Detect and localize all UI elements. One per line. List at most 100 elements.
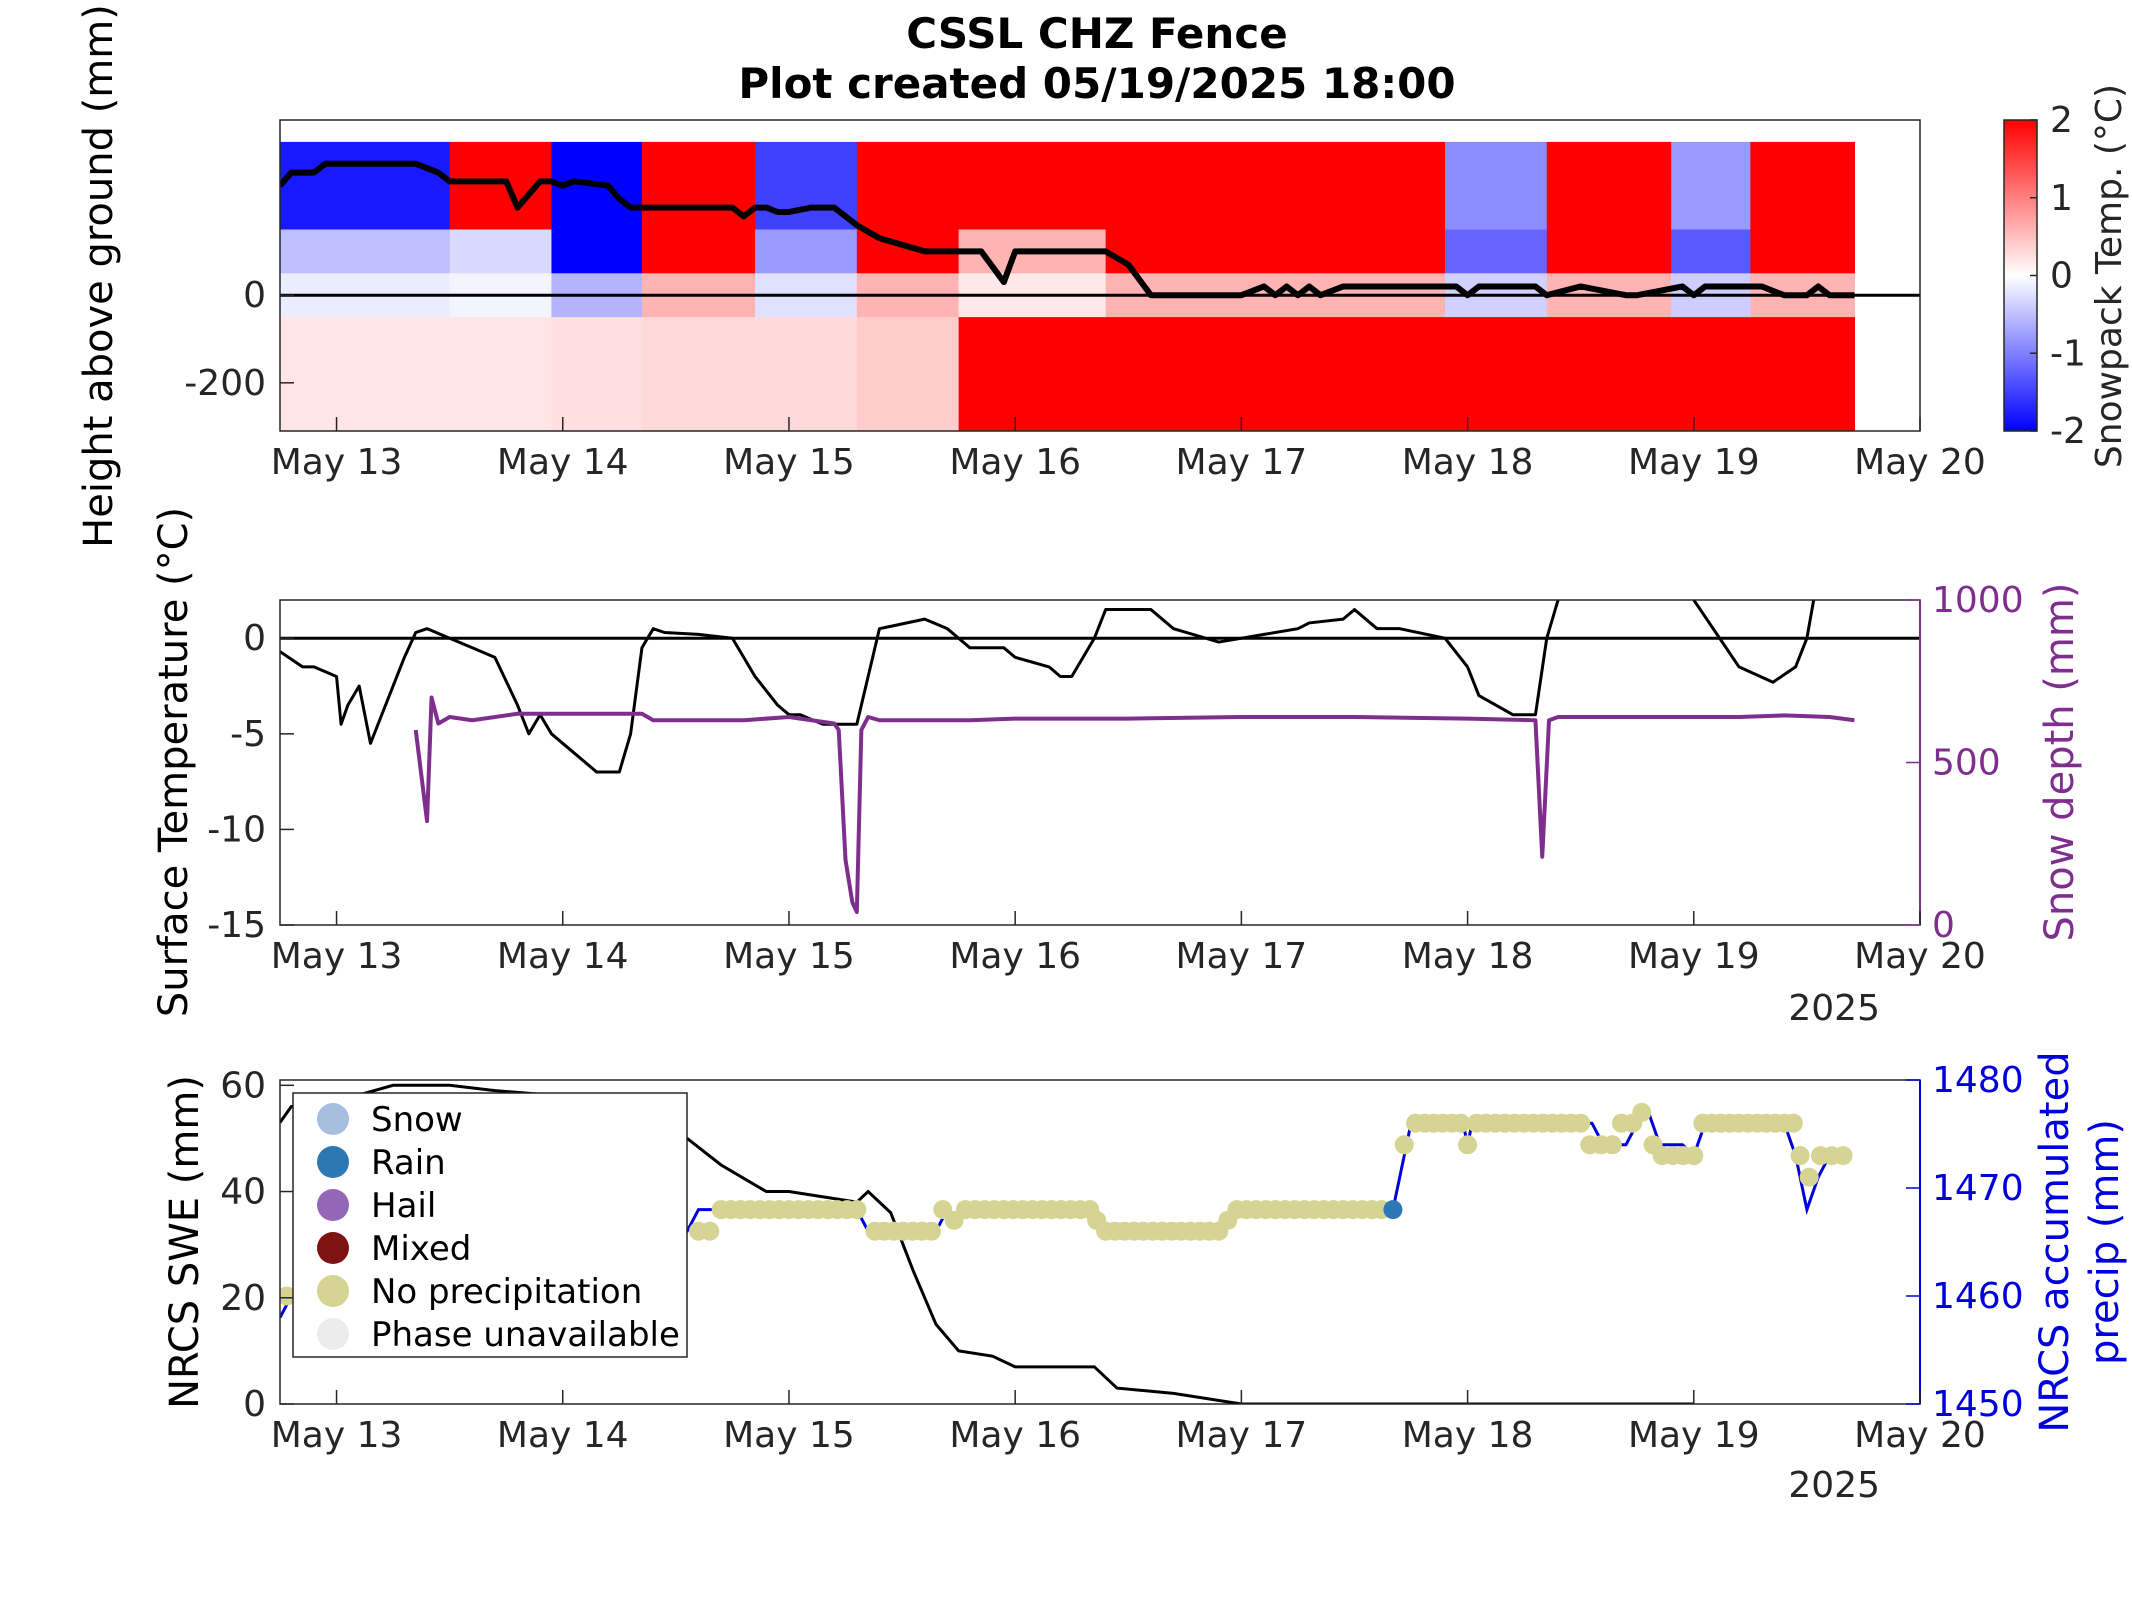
no-precip-point — [1783, 1113, 1803, 1133]
heatmap-cell — [1671, 229, 1751, 274]
heatmap-cell — [1671, 360, 1751, 406]
heatmap-cell — [1105, 360, 1390, 406]
y-tick-label: -15 — [207, 905, 266, 946]
y-tick-label: 0 — [243, 618, 266, 659]
x-tick-label: May 19 — [1628, 1415, 1760, 1456]
legend-label-rain: Rain — [371, 1143, 446, 1183]
surface-temperature-panel: May 13 May 14 May 15 May 16 May 17 May 18 May … — [151, 507, 2083, 1029]
x-tick-label: May 19 — [1628, 442, 1760, 483]
heatmap-cell — [449, 185, 553, 231]
surface-year-label: 2025 — [1788, 988, 1880, 1029]
no-precip-point — [1451, 1113, 1471, 1133]
heatmap-cell — [1105, 141, 1390, 187]
heatmap-y-label: Height above ground (mm) — [76, 4, 122, 548]
legend-marker-unavailable — [317, 1318, 349, 1350]
heatmap-cell — [856, 141, 960, 187]
heatmap-cell — [1444, 229, 1548, 274]
x-tick-label: May 16 — [949, 1415, 1081, 1456]
x-tick-label: May 14 — [497, 1415, 629, 1456]
heatmap-cell — [1388, 141, 1446, 187]
heatmap-cell — [958, 360, 1107, 406]
heatmap-cell — [1388, 317, 1446, 362]
y2-tick-label: 0 — [1932, 905, 1955, 946]
heatmap-cell — [551, 229, 643, 274]
heatmap-cell — [641, 317, 756, 362]
swe-precip-lines — [280, 1083, 1853, 1404]
no-precip-point — [280, 1286, 297, 1306]
y2-tick-label: 1460 — [1932, 1276, 2024, 1317]
swe-y-label: NRCS SWE (mm) — [162, 1075, 208, 1409]
heatmap-cell — [280, 229, 451, 274]
heatmap-cell — [449, 360, 553, 406]
swe-year-label: 2025 — [1788, 1465, 1880, 1506]
heatmap-y-ticks: 0 -200 — [184, 275, 294, 404]
legend-marker-rain — [317, 1146, 349, 1178]
legend-label-snow: Snow — [371, 1100, 463, 1140]
surface-temperature-y-label: Surface Temperature (°C) — [151, 507, 197, 1017]
heatmap-axes-box — [279, 119, 1921, 432]
heatmap-cell — [1671, 404, 1751, 431]
y-tick-label: 0 — [243, 1384, 266, 1425]
x-tick-label: May 16 — [949, 442, 1081, 483]
heatmap-cell — [1388, 185, 1446, 231]
x-tick-label: May 17 — [1176, 1415, 1308, 1456]
y2-tick-label: 1470 — [1932, 1168, 2024, 1209]
x-tick-label: May 17 — [1176, 936, 1308, 977]
x-tick-label: May 17 — [1176, 442, 1308, 483]
legend-label-no_precip: No precipitation — [371, 1272, 642, 1312]
heatmap-cell — [551, 317, 643, 362]
heatmap-cell — [1105, 404, 1390, 431]
y-tick-label: 40 — [220, 1172, 266, 1213]
x-tick-label: May 20 — [1854, 1415, 1986, 1456]
no-precip-point — [1790, 1146, 1810, 1166]
y-tick-label: -10 — [207, 809, 266, 850]
x-tick-label: May 14 — [497, 936, 629, 977]
heatmap-cell — [755, 229, 858, 274]
colorbar-tick-label: 2 — [2050, 100, 2073, 141]
legend-marker-hail — [317, 1189, 349, 1221]
no-precip-point — [847, 1200, 867, 1220]
heatmap-cell — [755, 141, 858, 187]
heatmap-cell — [856, 185, 960, 231]
no-precip-point — [1799, 1167, 1819, 1187]
y-tick-label: -200 — [184, 363, 266, 404]
colorbar-tick-label: 0 — [2050, 256, 2073, 297]
heatmap-cell — [1444, 404, 1548, 431]
snow-surface-line — [280, 160, 1855, 299]
heatmap-cell — [856, 404, 960, 431]
legend-box — [292, 1092, 688, 1358]
figure-title: CSSL CHZ Fence — [906, 9, 1287, 58]
surface-x-ticks: May 13 May 14 May 15 May 16 May 17 May 18 May … — [271, 911, 1986, 977]
heatmap-cell — [1671, 317, 1751, 362]
no-precip-point — [1394, 1135, 1414, 1155]
heatmap-cell — [1750, 141, 1855, 187]
no-precip-point — [1632, 1102, 1652, 1122]
colorbar-tick-label: 1 — [2050, 178, 2073, 219]
x-tick-label: May 16 — [949, 936, 1081, 977]
y-tick-label: 60 — [220, 1065, 266, 1106]
x-tick-label: May 18 — [1402, 442, 1534, 483]
heatmap-cell — [280, 185, 451, 231]
snow-depth-y-label: Snow depth (mm) — [2037, 583, 2083, 942]
heatmap-cell — [856, 360, 960, 406]
x-tick-label: May 13 — [271, 1415, 403, 1456]
no-precip-point — [1571, 1113, 1591, 1133]
heatmap-cell — [1444, 360, 1548, 406]
heatmap-cell — [280, 404, 451, 431]
x-tick-label: May 20 — [1854, 442, 1986, 483]
swe-x-ticks: May 13 May 14 May 15 May 16 May 17 May 18 May … — [271, 1390, 1986, 1456]
heatmap-cell — [551, 404, 643, 431]
heatmap-cell — [1444, 141, 1548, 187]
y-tick-label: 20 — [220, 1278, 266, 1319]
heatmap-cell — [449, 317, 553, 362]
swe-line — [280, 1083, 1694, 1404]
no-precip-point — [1684, 1146, 1704, 1166]
heatmap-cell — [280, 360, 451, 406]
legend-marker-snow — [317, 1103, 349, 1135]
y2-tick-label: 500 — [1932, 743, 2001, 784]
swe-precip-panel: May 13 May 14 May 15 May 16 May 17 May 18 May … — [162, 1051, 2128, 1506]
legend-label-unavailable: Phase unavailable — [371, 1315, 680, 1355]
heatmap-cell — [958, 141, 1107, 187]
heatmap-cell — [449, 404, 553, 431]
snow-depth-ticks: 1000 500 0 — [1906, 580, 2024, 946]
